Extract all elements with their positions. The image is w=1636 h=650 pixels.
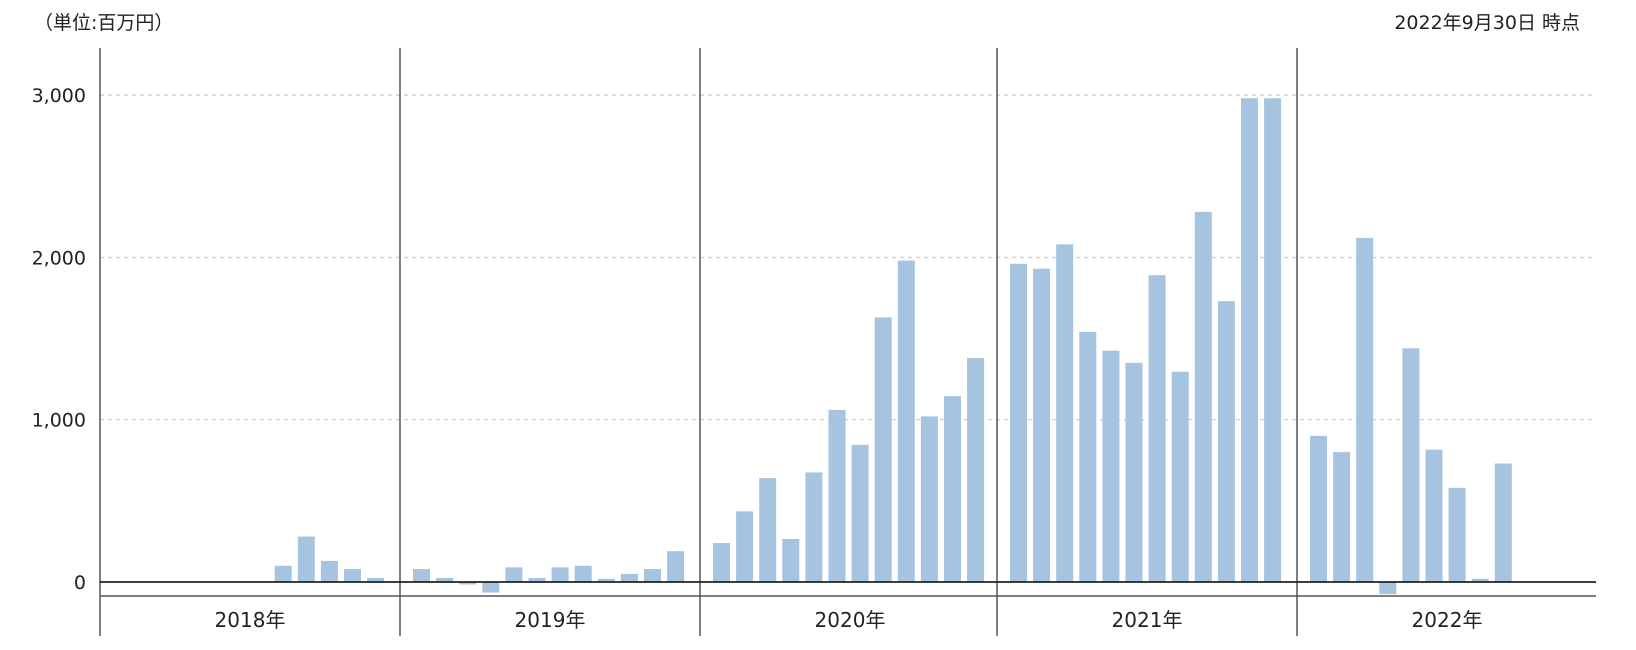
bar — [897, 260, 915, 582]
bar — [1079, 332, 1097, 582]
bar — [1010, 263, 1027, 582]
bar — [1148, 275, 1166, 582]
y-tick-label: 3,000 — [32, 85, 86, 107]
x-group-label: 2019年 — [515, 608, 586, 632]
bar — [597, 578, 615, 582]
bar — [805, 472, 823, 582]
bar — [1264, 98, 1282, 582]
bar — [1102, 350, 1120, 582]
bar — [1494, 463, 1512, 582]
bar — [944, 396, 961, 582]
bar — [1194, 211, 1212, 582]
bar — [482, 582, 500, 593]
x-group-label: 2022年 — [1412, 608, 1483, 632]
bar — [1379, 582, 1397, 595]
bar — [505, 567, 523, 582]
bar — [1033, 268, 1051, 582]
bar — [1471, 578, 1489, 582]
bar — [736, 511, 754, 582]
bar — [1241, 98, 1258, 582]
bar — [667, 551, 685, 582]
bar — [574, 565, 592, 582]
y-tick-label: 1,000 — [32, 410, 86, 432]
bar — [920, 416, 938, 582]
as-of-date-label: 2022年9月30日 時点 — [1394, 12, 1580, 34]
bar — [1402, 348, 1420, 582]
bar — [1333, 452, 1351, 582]
bar — [1356, 237, 1374, 582]
bar — [851, 444, 869, 582]
bar — [1171, 371, 1189, 582]
axis-labels: 0 1,000 2,000 3,000 2018年 2019年 2020年 2021年 2022… — [32, 85, 1483, 632]
bar — [620, 573, 638, 582]
bar — [713, 543, 730, 582]
x-group-label: 2020年 — [815, 608, 886, 632]
x-group-label: 2018年 — [215, 608, 286, 632]
bar — [782, 538, 800, 582]
bar — [528, 577, 546, 582]
bar — [413, 569, 430, 582]
bars — [274, 98, 1512, 595]
bar — [320, 560, 338, 582]
bar — [1217, 301, 1235, 582]
bar — [1425, 449, 1443, 582]
bar — [344, 569, 361, 582]
unit-label: （単位:百万円） — [34, 12, 174, 34]
x-group-label: 2021年 — [1112, 608, 1183, 632]
bar — [1056, 244, 1074, 582]
bar — [759, 478, 777, 582]
axes — [99, 48, 1596, 636]
bar — [644, 569, 661, 582]
bar — [436, 577, 454, 582]
bar — [874, 317, 892, 582]
bar — [1310, 435, 1327, 582]
y-tick-label: 2,000 — [32, 247, 86, 269]
bar — [1125, 362, 1143, 582]
bar — [551, 567, 569, 582]
bar — [967, 357, 985, 582]
bar — [1448, 487, 1466, 582]
bar — [367, 577, 385, 582]
bar — [459, 582, 477, 585]
y-tick-label: 0 — [74, 572, 86, 594]
bar — [828, 409, 846, 582]
bar — [274, 565, 292, 582]
bar — [297, 536, 315, 582]
gridlines — [100, 94, 1596, 421]
